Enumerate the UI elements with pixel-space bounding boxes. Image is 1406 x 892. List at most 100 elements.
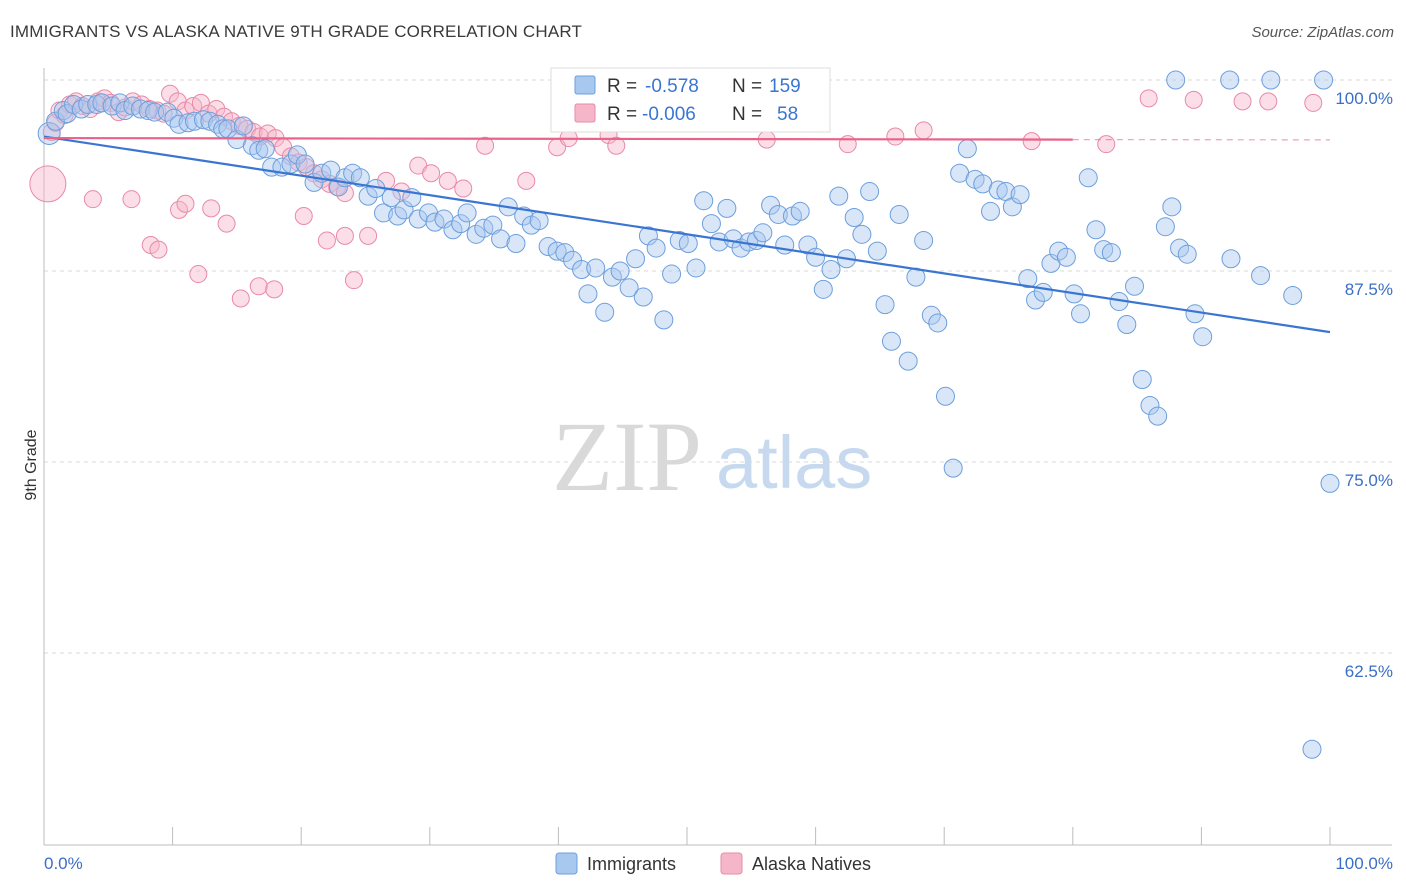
alaska-natives-point	[1022, 132, 1041, 151]
immigrants-point	[654, 310, 674, 330]
immigrants-point	[529, 211, 549, 231]
alaska-natives-point	[176, 194, 195, 213]
immigrants-point	[1101, 243, 1121, 263]
alaska-natives-point	[1259, 92, 1278, 111]
immigrants-point	[898, 351, 918, 371]
immigrants-point	[130, 99, 150, 119]
immigrants-point	[1125, 276, 1145, 296]
immigrants-point	[753, 223, 773, 243]
immigrants-point	[646, 238, 666, 258]
immigrants-point	[928, 313, 948, 333]
immigrants-point	[586, 258, 606, 278]
immigrants-point	[1086, 220, 1106, 240]
immigrants-point	[1094, 240, 1114, 260]
grid-lines	[44, 79, 1392, 654]
legend-swatch-immigrants	[574, 75, 596, 95]
alaska-natives-point	[149, 240, 168, 259]
alaska-natives-point	[202, 199, 221, 218]
immigrants-point	[717, 198, 737, 218]
immigrants-point	[957, 139, 977, 159]
immigrants-point	[506, 233, 526, 253]
immigrants-point	[457, 203, 477, 223]
alaska-natives-point	[217, 214, 236, 233]
immigrants-point	[1251, 266, 1271, 286]
alaska-natives-point	[189, 265, 208, 284]
immigrants-point	[694, 191, 714, 211]
immigrants-point	[1221, 249, 1241, 269]
immigrants-point	[619, 278, 639, 298]
immigrants-point	[46, 111, 66, 131]
immigrants-trend-line	[43, 135, 1331, 334]
x-tick-label-0: 0.0%	[44, 854, 83, 873]
immigrants-point	[123, 96, 143, 116]
immigrants-point	[768, 204, 788, 224]
immigrants-point	[662, 264, 682, 284]
immigrants-point	[555, 243, 575, 263]
immigrants-point	[451, 214, 471, 234]
immigrants-point	[233, 116, 253, 136]
immigrants-point	[921, 305, 941, 325]
immigrants-point	[1140, 395, 1160, 415]
immigrants-point	[1193, 327, 1213, 347]
immigrants-point	[935, 386, 955, 406]
bottom-legend-immigrants: Immigrants	[587, 854, 676, 874]
y-tick-labels: 100.0% 87.5% 75.0% 62.5%	[1335, 89, 1393, 681]
immigrants-point	[1155, 217, 1175, 237]
immigrants-point	[988, 180, 1008, 200]
legend-n-value-1: 159	[769, 76, 801, 97]
immigrants-point	[1148, 406, 1168, 426]
legend-n-value-2: 58	[777, 104, 798, 125]
alaska-natives-point	[244, 122, 263, 141]
immigrants-point	[295, 154, 315, 174]
immigrants-point	[1002, 197, 1022, 217]
alaska-natives-point	[886, 127, 905, 146]
alaska-natives-point	[335, 226, 354, 245]
immigrants-point	[1018, 269, 1038, 289]
legend-n-label-1: N =	[732, 76, 762, 97]
immigrants-point	[633, 287, 653, 307]
stats-legend: R = -0.578 N = 159 R = -0.006 N = 58	[550, 67, 831, 133]
trend-lines	[43, 135, 1331, 334]
alaska-natives-point	[1097, 135, 1116, 154]
immigrants-point	[775, 235, 795, 255]
alaska-natives-point	[359, 226, 378, 245]
immigrants-point	[701, 214, 721, 234]
immigrants-point	[1302, 739, 1322, 759]
immigrants-point	[595, 302, 615, 322]
immigrants-point	[829, 186, 849, 206]
immigrants-point	[538, 237, 558, 257]
axes	[43, 68, 1392, 846]
alaska-natives-trend-line	[43, 136, 1073, 141]
immigrants-point	[626, 249, 646, 269]
bottom-legend-swatch-immigrants	[555, 852, 578, 875]
immigrants-point	[1220, 70, 1240, 90]
alaska-natives-point	[231, 289, 250, 308]
immigrants-point	[889, 204, 909, 224]
immigrants-point	[1049, 241, 1069, 261]
legend-n-label-2: N =	[732, 104, 762, 125]
immigrants-point	[686, 258, 706, 278]
immigrants-point	[1117, 314, 1137, 334]
immigrants-point	[138, 101, 158, 121]
immigrants-point	[1056, 247, 1076, 267]
alaska-natives-point	[1184, 90, 1203, 109]
y-tick-label-2: 75.0%	[1345, 471, 1393, 490]
immigrants-point	[1132, 369, 1152, 389]
immigrants-point	[1283, 285, 1303, 305]
alaska-natives-point	[122, 190, 141, 209]
alaska-natives-point	[1233, 92, 1252, 111]
immigrants-point	[1078, 168, 1098, 188]
alaska-natives-point	[476, 136, 495, 155]
immigrants-point	[466, 224, 486, 244]
y-tick-label-3: 62.5%	[1345, 662, 1393, 681]
immigrants-point	[852, 224, 872, 244]
immigrants-point	[798, 235, 818, 255]
watermark-zip: ZIP	[552, 401, 702, 512]
immigrants-point	[1185, 304, 1205, 324]
immigrants-point	[102, 96, 122, 116]
alaska-natives-point	[207, 100, 226, 119]
y-axis-label: 9th Grade	[23, 429, 40, 500]
immigrants-point	[678, 233, 698, 253]
immigrants-point	[860, 182, 880, 202]
